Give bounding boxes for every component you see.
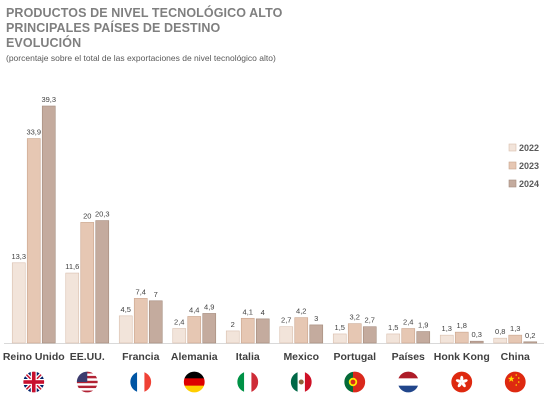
data-label: 39,3 (41, 95, 56, 104)
bar-2023 (347, 323, 362, 344)
flag-us-icon (75, 370, 99, 394)
data-label: 20,3 (95, 210, 110, 219)
bar-2024 (255, 318, 270, 344)
bar-2024 (309, 324, 324, 344)
flag-france-icon (129, 370, 153, 394)
bar-2024 (362, 326, 377, 344)
data-label: 33,9 (26, 128, 41, 137)
chart-title-line-1: PRODUCTOS DE NIVEL TECNOLÓGICO ALTO (6, 6, 283, 20)
flag-italy-icon (236, 370, 260, 394)
data-label: 4,5 (121, 305, 131, 314)
data-label: 0,3 (472, 330, 482, 339)
bar-2022 (439, 334, 454, 344)
bar-2024 (41, 105, 56, 344)
bar-2022 (172, 328, 187, 344)
flag-netherlands-icon (396, 370, 420, 394)
category-label: Reino Unido (3, 351, 65, 363)
data-label: 4,1 (243, 307, 253, 316)
chart-title-block: PRODUCTOS DE NIVEL TECNOLÓGICO ALTO PRIN… (6, 6, 282, 64)
bar-2022 (493, 337, 508, 344)
bar-2022 (118, 315, 133, 344)
data-label: 1,3 (510, 324, 520, 333)
bar-2024 (416, 331, 431, 344)
data-label: 4,2 (296, 307, 306, 316)
category-label: Honk Kong (434, 351, 490, 363)
data-label: 7,4 (136, 287, 146, 296)
data-label: 2,4 (403, 318, 413, 327)
bar-2022 (386, 333, 401, 344)
data-label: 20 (83, 211, 91, 220)
data-label: 1,9 (418, 321, 428, 330)
legend-label: 2022 (519, 143, 539, 153)
bar-2022 (11, 262, 26, 344)
category-label: Italia (236, 351, 260, 363)
legend-swatch-2024 (508, 179, 517, 188)
bar-2024 (202, 313, 217, 344)
data-label: 7 (154, 290, 158, 299)
legend-label: 2024 (519, 179, 539, 189)
legend-swatch-2022 (508, 143, 517, 152)
data-label: 3,2 (350, 313, 360, 322)
flag-mexico-icon (289, 370, 313, 394)
bar-2023 (26, 138, 41, 344)
bar-2023 (240, 317, 255, 344)
bar-2023 (401, 328, 416, 344)
bar-2022 (332, 333, 347, 344)
flag-portugal-icon (343, 370, 367, 394)
flag-germany-icon (182, 370, 206, 394)
category-label: Francia (122, 351, 160, 363)
bar-2022 (65, 272, 80, 344)
data-label: 2,7 (365, 316, 375, 325)
chart-subtitle: (porcentaje sobre el total de las export… (6, 53, 276, 63)
bar-2024 (148, 300, 163, 344)
bar-2023 (187, 316, 202, 344)
flag-uk-icon (22, 370, 46, 394)
bar-2023 (454, 331, 469, 344)
data-label: 13,3 (11, 252, 26, 261)
data-label: 4,4 (189, 305, 199, 314)
data-label: 4,9 (204, 302, 214, 311)
bar-2024 (95, 220, 110, 344)
data-label: 3 (314, 314, 318, 323)
data-label: 11,6 (65, 262, 79, 271)
data-label: 1,5 (335, 323, 345, 332)
data-label: 4 (261, 308, 265, 317)
bar-2024 (523, 341, 538, 344)
bar-2022 (225, 330, 240, 344)
bar-2023 (294, 317, 309, 344)
chart-title-line-3: EVOLUCIÓN (6, 36, 82, 50)
chart-title-line-2: PRINCIPALES PAÍSES DE DESTINO (6, 21, 221, 35)
data-label: 2,4 (174, 318, 184, 327)
bar-2023 (508, 334, 523, 344)
data-label: 0,2 (525, 331, 535, 340)
bar-2023 (133, 298, 148, 344)
data-label: 0,8 (495, 327, 505, 336)
bar-2023 (80, 222, 95, 344)
category-label: Alemania (171, 351, 218, 363)
legend-label: 2023 (519, 161, 539, 171)
data-label: 1,8 (457, 321, 467, 330)
flag-hongkong-icon (450, 370, 474, 394)
category-label: Países (392, 351, 425, 363)
category-label: EE.UU. (70, 351, 105, 363)
category-label: Mexico (283, 351, 319, 363)
data-label: 1,3 (442, 324, 452, 333)
data-label: 2 (231, 320, 235, 329)
data-label: 2,7 (281, 316, 291, 325)
legend-swatch-2023 (508, 161, 517, 170)
flag-china-icon (503, 370, 527, 394)
data-label: 1,5 (388, 323, 398, 332)
category-label: China (501, 351, 530, 363)
bar-2022 (279, 326, 294, 344)
bar-2024 (469, 340, 484, 344)
category-label: Portugal (333, 351, 376, 363)
